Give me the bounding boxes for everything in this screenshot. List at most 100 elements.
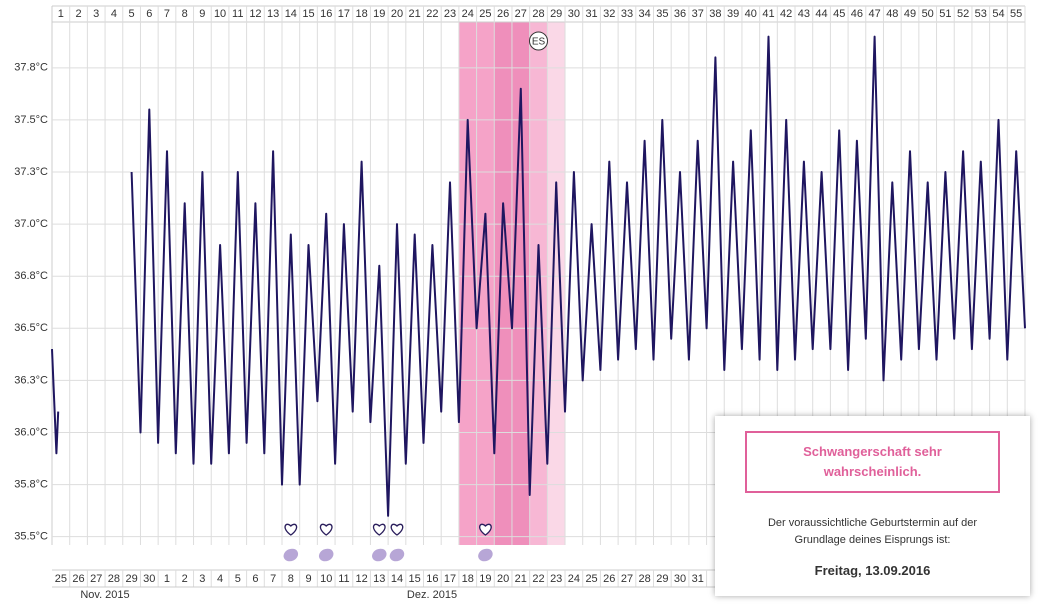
info-text: Der voraussichtliche Geburtstermin auf d… (767, 517, 978, 546)
date-label: 22 (532, 573, 544, 585)
drop (318, 548, 334, 562)
day-label: 54 (992, 8, 1004, 20)
day-label: 36 (674, 8, 686, 20)
y-tick-label: 35.5°C (14, 531, 48, 543)
day-label: 21 (409, 8, 421, 20)
day-label: 45 (833, 8, 845, 20)
day-label: 14 (285, 8, 297, 20)
date-label: 29 (656, 573, 668, 585)
heart (372, 523, 386, 536)
date-label: 10 (320, 573, 332, 585)
y-tick-label: 37.0°C (14, 218, 48, 230)
fertile-zone (529, 22, 548, 545)
fertile-zone (547, 22, 566, 545)
day-label: 9 (199, 8, 205, 20)
day-label: 35 (656, 8, 668, 20)
date-label: 28 (108, 573, 120, 585)
day-label: 50 (922, 8, 934, 20)
drop (389, 548, 405, 562)
date-label: 14 (391, 573, 403, 585)
y-tick-label: 37.8°C (14, 62, 48, 74)
drop (283, 548, 299, 562)
day-label: 25 (479, 8, 491, 20)
status: Schwangerschaft sehr wahrscheinlich. (745, 431, 1000, 493)
day-label: 27 (515, 8, 527, 20)
date-label: 13 (373, 573, 385, 585)
date-label: 18 (462, 573, 474, 585)
day-label: 19 (373, 8, 385, 20)
day-label: 26 (497, 8, 509, 20)
day-label: 48 (886, 8, 898, 20)
month-label: Dez. 2015 (407, 589, 457, 601)
day-label: 1 (58, 8, 64, 20)
day-label: 30 (568, 8, 580, 20)
date-label: 12 (355, 573, 367, 585)
date-label: 2 (182, 573, 188, 585)
date-label: 31 (692, 573, 704, 585)
day-label: 47 (869, 8, 881, 20)
day-label: 4 (111, 8, 117, 20)
month-label: Nov. 2015 (80, 589, 129, 601)
day-label: 24 (462, 8, 474, 20)
day-label: 18 (355, 8, 367, 20)
date-label: 27 (90, 573, 102, 585)
day-label: 44 (815, 8, 827, 20)
y-tick-label: 36.3°C (14, 374, 48, 386)
date-label: 29 (125, 573, 137, 585)
day-label: 31 (585, 8, 597, 20)
day-label: 10 (214, 8, 226, 20)
y-tick-label: 37.3°C (14, 166, 48, 178)
date-label: 25 (585, 573, 597, 585)
day-label: 2 (75, 8, 81, 20)
date-label: 26 (72, 573, 84, 585)
day-label: 40 (745, 8, 757, 20)
day-label: 32 (603, 8, 615, 20)
day-label: 3 (93, 8, 99, 20)
date-label: 8 (288, 573, 294, 585)
y-tick-label: 37.5°C (14, 114, 48, 126)
day-label: 46 (851, 8, 863, 20)
day-label: 16 (320, 8, 332, 20)
day-label: 8 (182, 8, 188, 20)
day-label: 43 (798, 8, 810, 20)
date-label: 1 (164, 573, 170, 585)
day-label: 37 (692, 8, 704, 20)
date-label: 19 (479, 573, 491, 585)
y-tick-label: 36.5°C (14, 322, 48, 334)
day-label: 52 (957, 8, 969, 20)
day-label: 55 (1010, 8, 1022, 20)
date-label: 30 (143, 573, 155, 585)
date-label: 26 (603, 573, 615, 585)
date-label: 30 (674, 573, 686, 585)
date-label: 11 (338, 573, 349, 585)
day-label: 41 (762, 8, 774, 20)
day-label: 5 (129, 8, 135, 20)
day-label: 38 (709, 8, 721, 20)
y-tick-label: 36.0°C (14, 426, 48, 438)
day-label: 39 (727, 8, 739, 20)
date-label: 15 (409, 573, 421, 585)
day-label: 49 (904, 8, 916, 20)
y-tick-label: 35.8°C (14, 478, 48, 490)
ovulation-marker (529, 31, 548, 51)
day-label: 11 (232, 8, 243, 20)
day-label: 29 (550, 8, 562, 20)
heart (319, 523, 333, 536)
date-label: 7 (270, 573, 276, 585)
date-label: 3 (199, 573, 205, 585)
day-label: 22 (426, 8, 438, 20)
date-label: 21 (515, 573, 527, 585)
drop (372, 548, 387, 562)
date-label: 23 (550, 573, 562, 585)
date-label: 27 (621, 573, 633, 585)
date-label: 20 (497, 573, 509, 585)
day-label: 7 (164, 8, 170, 20)
day-label: 13 (267, 8, 279, 20)
heart (479, 523, 492, 536)
due-date: Freitag, 13.09.2016 (814, 563, 931, 578)
date-label: 9 (305, 573, 311, 585)
day-label: 15 (302, 8, 314, 20)
day-label: 53 (975, 8, 987, 20)
